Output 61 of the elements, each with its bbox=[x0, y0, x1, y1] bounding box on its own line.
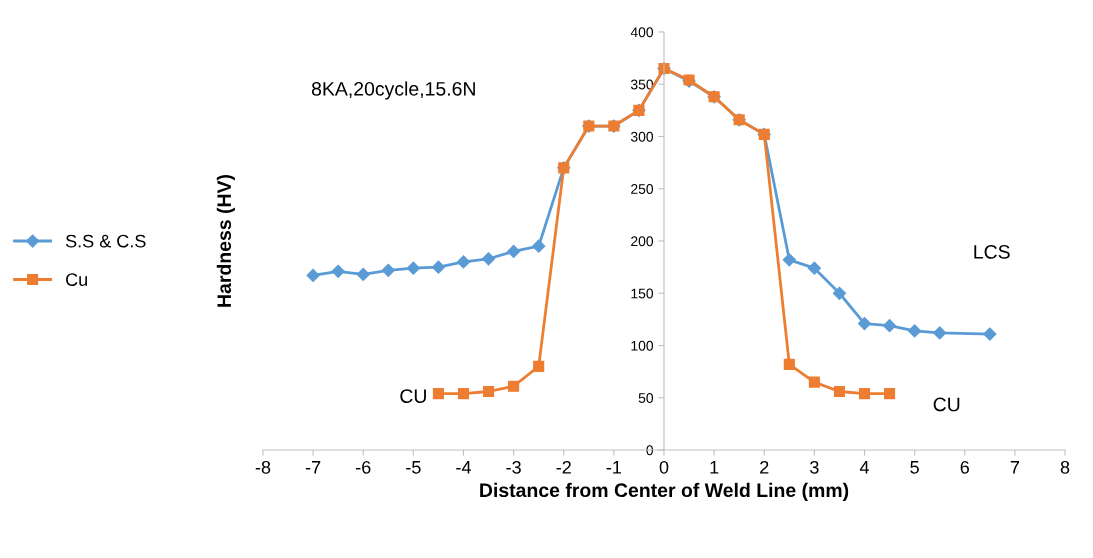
point bbox=[858, 388, 871, 400]
x-tick-label: 6 bbox=[960, 460, 969, 474]
point bbox=[783, 358, 795, 370]
point bbox=[481, 252, 496, 266]
y-tick-label: 200 bbox=[631, 236, 654, 247]
point bbox=[508, 380, 520, 392]
point bbox=[457, 388, 470, 400]
point bbox=[431, 260, 446, 274]
point bbox=[331, 264, 345, 278]
point bbox=[306, 268, 320, 283]
point bbox=[807, 261, 821, 275]
point bbox=[356, 267, 370, 282]
x-tick-label: 7 bbox=[1010, 461, 1020, 474]
point bbox=[532, 239, 546, 253]
x-axis-title: Distance from Center of Weld Line (mm) bbox=[480, 482, 849, 501]
legend-label: Cu bbox=[66, 273, 87, 286]
x-tick-label: 4 bbox=[859, 461, 869, 474]
x-tick-label: -2 bbox=[556, 460, 571, 474]
point bbox=[833, 385, 846, 398]
x-tick-label: 2 bbox=[760, 460, 769, 474]
y-tick-label: 0 bbox=[646, 445, 654, 456]
x-tick-label: 1 bbox=[710, 461, 719, 474]
y-tick-label: 150 bbox=[631, 288, 654, 299]
point bbox=[432, 388, 444, 400]
point bbox=[908, 324, 922, 338]
point bbox=[808, 376, 820, 388]
point bbox=[983, 327, 997, 341]
x-tick-label: -4 bbox=[456, 461, 471, 474]
y-tick-label: 250 bbox=[631, 184, 654, 194]
y-axis-title: Hardness (HV) bbox=[216, 174, 235, 307]
annotation: CU bbox=[933, 397, 960, 412]
point bbox=[884, 388, 896, 400]
x-tick-label: -5 bbox=[406, 461, 421, 474]
x-tick-label: -3 bbox=[506, 460, 521, 474]
point bbox=[857, 316, 872, 331]
point bbox=[533, 360, 545, 372]
annotation: CU bbox=[400, 389, 426, 403]
point bbox=[381, 263, 395, 277]
point bbox=[882, 319, 897, 333]
point bbox=[507, 244, 521, 259]
x-tick-label: 0 bbox=[659, 460, 669, 474]
point bbox=[832, 286, 847, 300]
x-tick-label: -6 bbox=[356, 460, 371, 474]
x-tick-label: 8 bbox=[1060, 460, 1070, 474]
x-tick-label: -1 bbox=[606, 461, 622, 474]
point bbox=[406, 261, 420, 275]
x-tick-label: -7 bbox=[305, 461, 321, 474]
x-tick-label: 5 bbox=[910, 461, 919, 474]
y-tick-label: 400 bbox=[630, 27, 654, 38]
point bbox=[482, 385, 495, 398]
point bbox=[933, 326, 947, 340]
point bbox=[782, 253, 796, 267]
annotation: 8KA,20cycle,15.6N bbox=[311, 81, 475, 100]
legend-label: S.S & C.S bbox=[65, 234, 146, 248]
y-tick-label: 100 bbox=[631, 340, 654, 351]
y-tick-label: 300 bbox=[630, 131, 654, 142]
x-tick-label: 3 bbox=[810, 460, 819, 474]
point bbox=[456, 255, 471, 269]
annotation: LCS bbox=[974, 244, 1010, 259]
y-tick-label: 50 bbox=[638, 393, 654, 403]
x-tick-label: -8 bbox=[255, 460, 271, 474]
